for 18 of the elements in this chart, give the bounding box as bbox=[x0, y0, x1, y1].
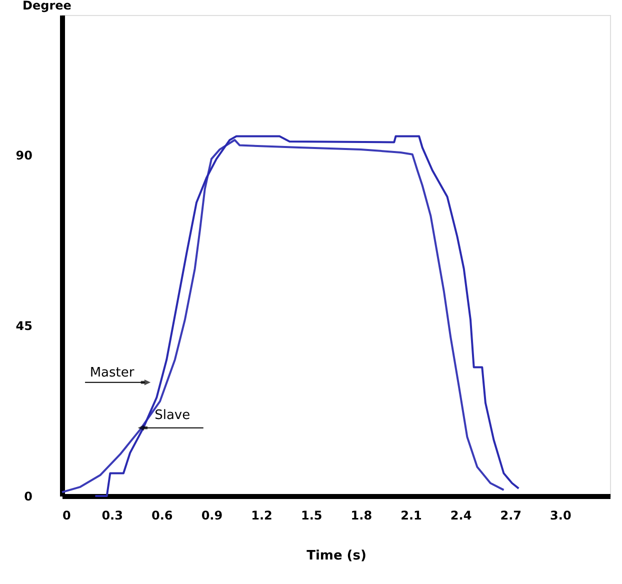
y-tick-label: 45 bbox=[16, 319, 32, 334]
x-tick-label: 0.9 bbox=[201, 508, 223, 522]
x-tick-label: 1.5 bbox=[300, 508, 322, 522]
annotation: Master bbox=[90, 365, 135, 380]
x-tick-label: 1.2 bbox=[251, 508, 272, 522]
y-axis-title: Degree bbox=[22, 0, 72, 12]
y-tick-label: 0 bbox=[24, 490, 32, 504]
x-tick-label: 0.3 bbox=[102, 508, 123, 522]
x-tick-label: 0.6 bbox=[152, 508, 173, 522]
x-tick-label: 3.0 bbox=[550, 508, 572, 522]
x-tick-label: 2.7 bbox=[500, 508, 522, 522]
x-tick-label: 2.1 bbox=[400, 508, 422, 522]
x-axis-title: Time (s) bbox=[306, 548, 366, 564]
y-tick-label: 90 bbox=[16, 148, 32, 163]
x-tick-label: 0 bbox=[62, 508, 71, 522]
x-tick-label: 1.8 bbox=[350, 508, 372, 522]
annotation: Slave bbox=[154, 408, 190, 423]
x-tick-label: 2.4 bbox=[450, 508, 472, 522]
